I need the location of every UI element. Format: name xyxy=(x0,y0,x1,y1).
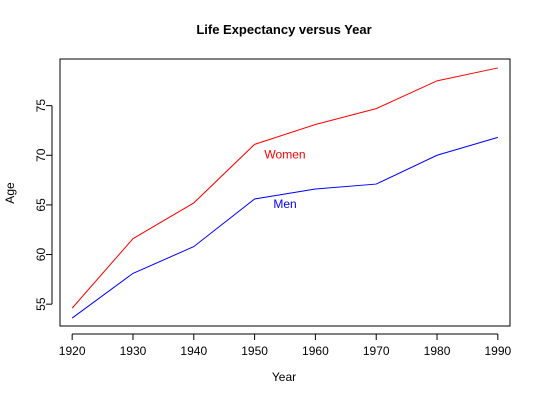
chart-title: Life Expectancy versus Year xyxy=(196,22,371,37)
y-tick-label: 60 xyxy=(34,248,48,262)
plot-frame xyxy=(59,58,511,327)
y-axis: 55 60 65 70 75 xyxy=(34,99,53,311)
men-series-label: Men xyxy=(273,197,296,211)
men-series-line xyxy=(71,136,498,319)
x-axis-label: Year xyxy=(272,370,296,384)
x-axis: 1920 1930 1940 1950 1960 1970 1980 1990 xyxy=(59,333,512,358)
x-tick-label: 1980 xyxy=(424,344,451,358)
x-tick-label: 1930 xyxy=(120,344,147,358)
x-tick-label: 1960 xyxy=(302,344,329,358)
x-tick-label: 1920 xyxy=(59,344,86,358)
x-tick-label: 1990 xyxy=(484,344,511,358)
y-tick-label: 55 xyxy=(34,297,48,311)
series-layer xyxy=(71,67,498,319)
y-tick-label: 65 xyxy=(34,198,48,212)
x-tick-label: 1970 xyxy=(363,344,390,358)
women-series-label: Women xyxy=(264,147,305,161)
y-axis-label: Age xyxy=(3,182,17,204)
women-series-line xyxy=(71,67,498,309)
series-labels: Women Men xyxy=(264,147,305,211)
x-tick-label: 1950 xyxy=(241,344,268,358)
y-tick-label: 75 xyxy=(34,99,48,113)
y-tick-label: 70 xyxy=(34,148,48,162)
x-tick-label: 1940 xyxy=(180,344,207,358)
